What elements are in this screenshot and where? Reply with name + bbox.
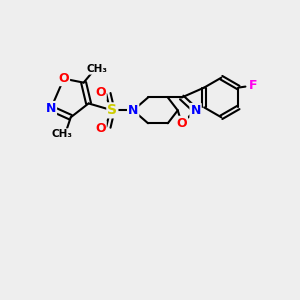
Text: O: O — [95, 122, 106, 135]
Text: CH₃: CH₃ — [87, 64, 108, 74]
Text: S: S — [107, 103, 117, 117]
Text: N: N — [128, 104, 138, 117]
Text: N: N — [46, 102, 56, 115]
Text: O: O — [95, 86, 106, 99]
Text: N: N — [190, 104, 201, 117]
Text: CH₃: CH₃ — [51, 129, 72, 139]
Text: O: O — [176, 117, 187, 130]
Text: F: F — [249, 79, 258, 92]
Text: O: O — [58, 72, 69, 85]
